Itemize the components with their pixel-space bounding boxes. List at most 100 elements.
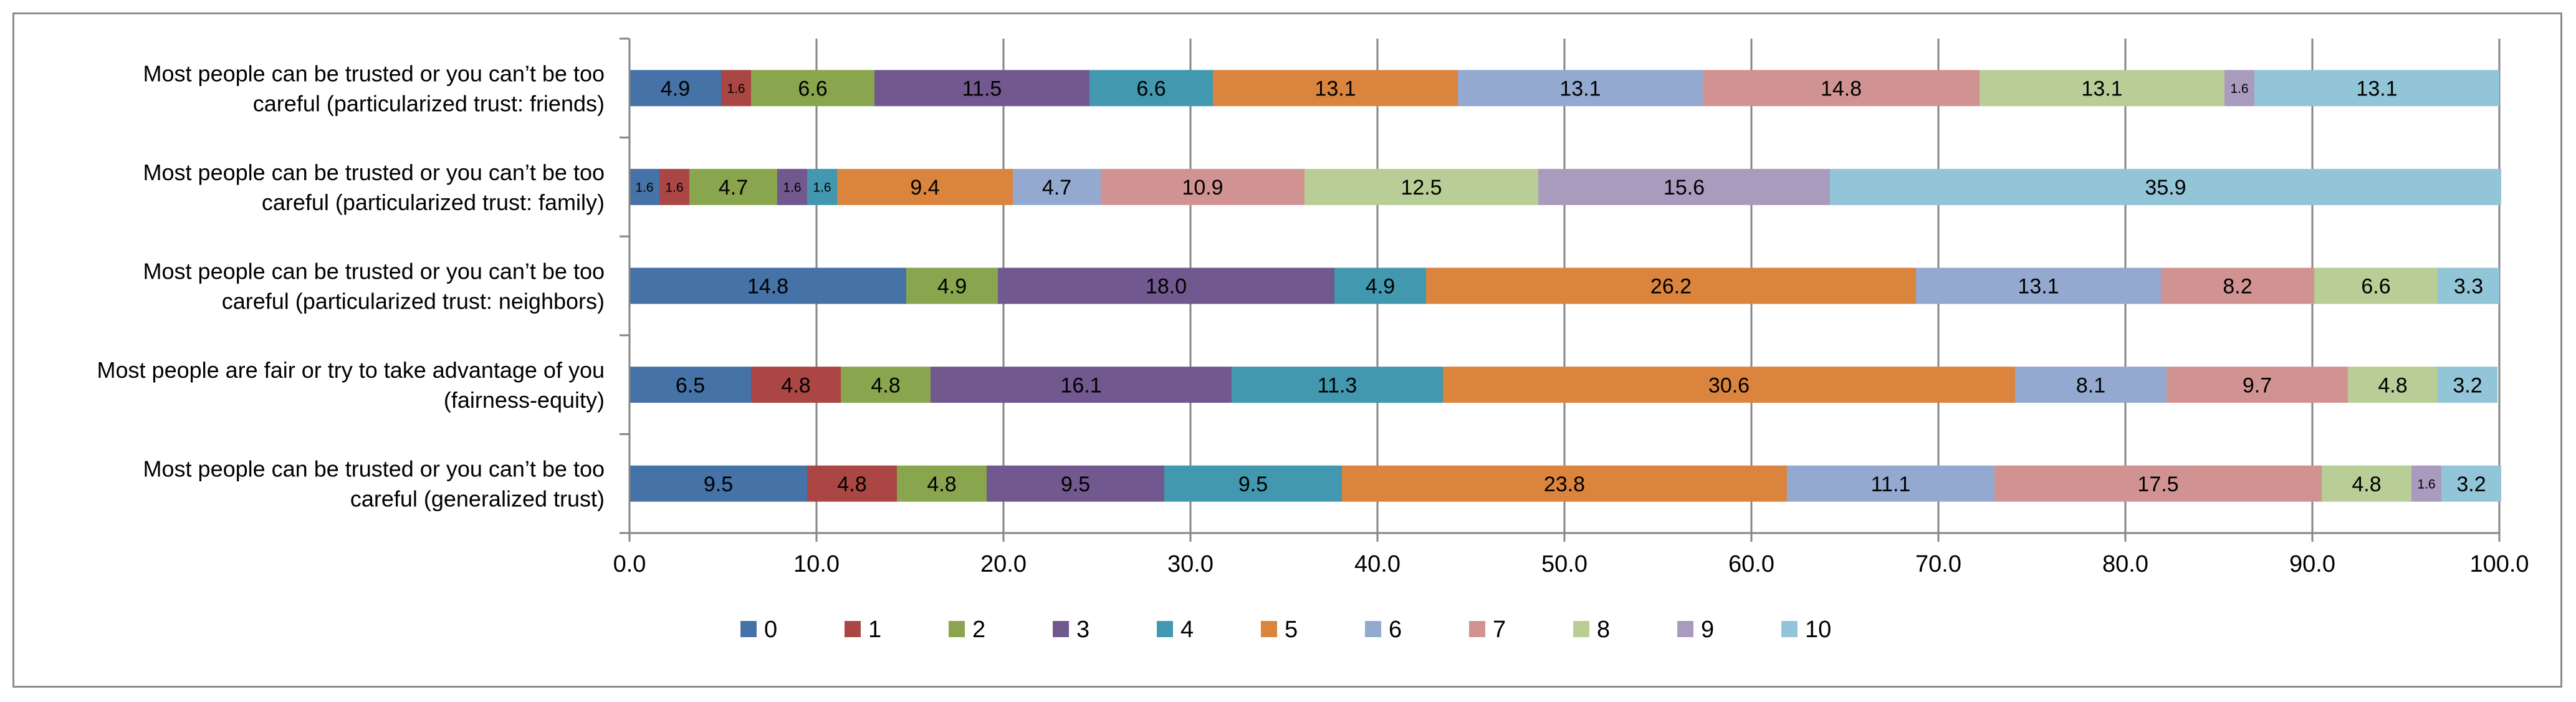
category-label: careful (particularized trust: family) [262,190,605,215]
bar-value-label: 4.7 [1042,176,1071,200]
legend-swatch-5 [1261,621,1277,637]
bar-value-label: 4.8 [927,473,956,496]
bar-value-label: 4.9 [661,77,690,101]
legend-label: 3 [1076,617,1089,643]
bar-value-label: 15.6 [1664,176,1705,200]
bar-segment-10 [1830,168,2501,205]
bar-value-label: 4.7 [719,176,748,200]
bar-segment-7 [1703,70,1980,107]
bar-value-label: 12.5 [1401,176,1442,200]
bar-layer [630,70,2501,502]
bar-segment-4 [1164,465,1342,502]
bar-segment-2 [841,367,931,403]
bar-value-label: 13.1 [1559,77,1601,101]
bar-value-label: 6.6 [798,77,827,101]
bar-value-label: 4.8 [781,373,810,397]
bar-value-label: 4.8 [871,373,900,397]
bar-value-label: 13.1 [2356,77,2397,101]
legend-swatch-4 [1157,621,1173,637]
bar-value-label: 1.6 [2417,477,2435,491]
bar-value-label: 9.5 [1061,473,1090,496]
legend-label: 5 [1285,617,1298,643]
bar-value-label: 8.1 [2076,373,2105,397]
bar-segment-0 [630,168,659,205]
legend-label: 10 [1805,617,1831,643]
bar-segment-5 [1213,70,1458,107]
bar-segment-7 [1101,168,1305,205]
legend-swatch-1 [845,621,861,637]
bar-value-label: 26.2 [1650,275,1692,299]
bar-segment-0 [630,465,807,502]
legend-label: 8 [1597,617,1610,643]
bar-segment-10 [2438,367,2497,403]
legend-label: 6 [1389,617,1402,643]
bar-value-label: 18.0 [1146,275,1187,299]
legend-swatch-7 [1469,621,1485,637]
legend-swatch-9 [1677,621,1693,637]
legend-label: 4 [1180,617,1194,643]
bar-segment-6 [1013,168,1101,205]
bar-segment-0 [630,267,906,304]
bar-value-label: 1.6 [665,180,683,195]
legend-label: 0 [764,617,777,643]
bar-value-label: 4.9 [1366,275,1395,299]
x-tick-label: 50.0 [1541,551,1587,577]
bar-value-label: 1.6 [727,82,745,96]
bar-segment-9 [1538,168,1830,205]
category-label: Most people can be trusted or you can’t … [143,160,605,185]
legend-label: 7 [1493,617,1506,643]
x-tick-label: 100.0 [2469,551,2529,577]
bar-segment-6 [1916,267,2161,304]
bar-segment-7 [2161,267,2314,304]
legend-label: 1 [868,617,881,643]
bar-segment-2 [906,267,998,304]
bar-segment-0 [630,367,751,403]
bar-value-label: 13.1 [2018,275,2059,299]
bar-value-label: 13.1 [1314,77,1356,101]
bar-value-label: 6.5 [676,373,705,397]
bar-segment-4 [1334,267,1426,304]
bar-segment-8 [2348,367,2438,403]
category-label: careful (particularized trust: friends) [253,90,605,116]
legend-label: 9 [1701,617,1714,643]
bar-segment-6 [1787,465,1994,502]
bar-value-label: 11.5 [962,77,1002,101]
bar-segment-6 [1458,70,1703,107]
bar-value-label: 1.6 [635,180,653,195]
bar-segment-5 [1426,267,1916,304]
category-label: Most people are fair or try to take adva… [97,357,605,383]
chart-frame [12,12,2562,688]
bar-segment-5 [1443,367,2015,403]
bar-segment-3 [931,367,1232,403]
bar-segment-8 [1980,70,2224,107]
bar-value-label: 10.9 [1182,176,1223,200]
bar-value-label: 4.8 [2378,373,2407,397]
bar-value-label: 1.6 [2230,82,2248,96]
bar-value-label: 14.8 [1821,77,1862,101]
bar-segment-4 [1089,70,1213,107]
bar-value-label: 4.8 [2352,473,2381,496]
bar-value-label: 23.8 [1544,473,1585,496]
bar-segment-8 [2314,267,2438,304]
x-tick-label: 70.0 [1915,551,1961,577]
x-tick-label: 90.0 [2289,551,2335,577]
bar-value-label: 13.1 [2081,77,2122,101]
bar-value-label: 4.9 [937,275,967,299]
x-tick-label: 60.0 [1728,551,1774,577]
legend: 0 1 2 3 4 5 6 7 8 9 10 [740,617,1831,643]
bar-segment-7 [1994,465,2322,502]
legend-label: 2 [972,617,985,643]
x-tick-label: 30.0 [1167,551,1214,577]
bar-value-label: 9.7 [2243,373,2272,397]
bar-segment-6 [2015,367,2167,403]
legend-swatch-0 [740,621,757,637]
bar-value-label: 9.5 [704,473,733,496]
bar-segment-5 [837,168,1013,205]
bar-segment-10 [2254,70,2499,107]
bar-segment-3 [874,70,1089,107]
bar-value-label: 9.4 [910,176,939,200]
bar-segment-4 [807,168,837,205]
bar-segment-10 [2438,267,2499,304]
bar-value-label: 9.5 [1238,473,1268,496]
bar-segment-2 [751,70,874,107]
